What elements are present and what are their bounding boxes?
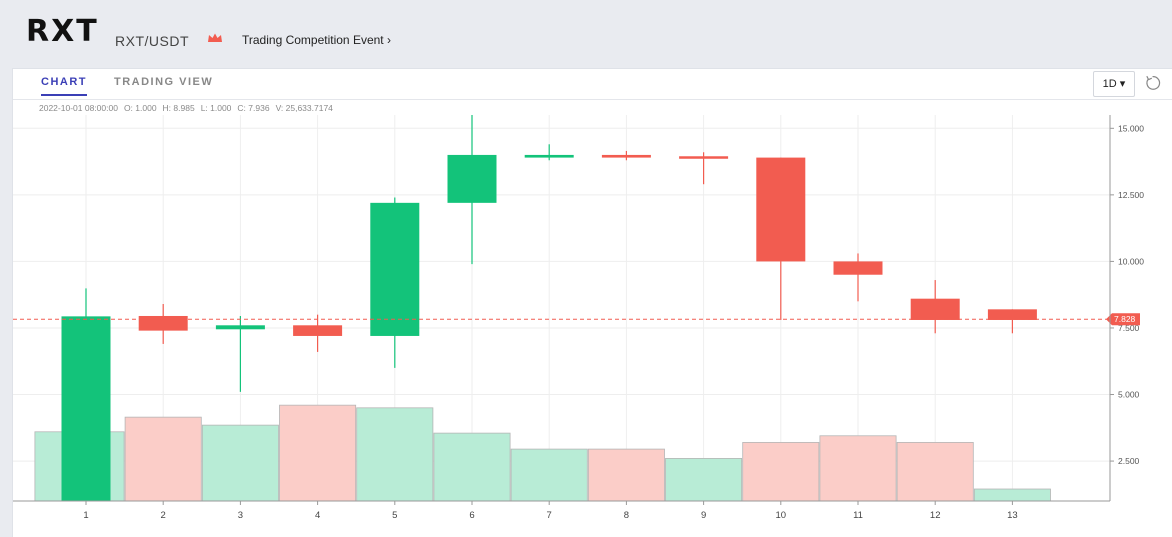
trading-pair-label: RXT/USDT bbox=[115, 33, 189, 49]
candle-body bbox=[138, 315, 188, 331]
ohlc-open: O: 1.000 bbox=[123, 103, 157, 113]
y-tick-label: 5.000 bbox=[1118, 390, 1140, 400]
x-tick-label: 2 bbox=[161, 510, 166, 521]
candle-body bbox=[293, 325, 343, 336]
candle-body bbox=[215, 325, 265, 330]
ohlc-volume: V: 25,633.7174 bbox=[275, 103, 333, 113]
x-tick-label: 4 bbox=[315, 510, 320, 521]
last-price-label: 7.828 bbox=[1114, 314, 1136, 324]
volume-bar bbox=[665, 458, 743, 502]
volume-bar bbox=[201, 424, 279, 502]
x-tick-label: 11 bbox=[853, 510, 863, 521]
x-tick-label: 3 bbox=[238, 510, 243, 521]
volume-bar bbox=[896, 442, 974, 502]
y-tick-label: 12.500 bbox=[1118, 190, 1144, 200]
x-tick-label: 1 bbox=[83, 510, 88, 521]
y-tick-label: 2.500 bbox=[1118, 456, 1140, 466]
candle-body bbox=[679, 156, 729, 159]
candle-body bbox=[447, 154, 497, 203]
last-price-tag bbox=[1106, 313, 1140, 326]
header: RXT RXT/USDT Trading Competition Event › bbox=[0, 0, 1172, 68]
x-tick-label: 6 bbox=[469, 510, 474, 521]
ohlc-close: C: 7.936 bbox=[237, 103, 270, 113]
ohlc-high: H: 8.985 bbox=[162, 103, 195, 113]
ohlc-readout: 2022-10-01 08:00:00 O: 1.000 H: 8.985 L: 1.… bbox=[39, 103, 339, 113]
volume-bar bbox=[279, 404, 357, 502]
x-tick-label: 7 bbox=[547, 510, 552, 521]
volume-bar bbox=[587, 448, 665, 502]
tab-trading-view[interactable]: TRADING VIEW bbox=[114, 76, 214, 88]
volume-bar bbox=[433, 432, 511, 502]
x-tick-label: 5 bbox=[392, 510, 397, 521]
tab-chart[interactable]: CHART bbox=[41, 76, 87, 96]
candle-body bbox=[601, 154, 651, 158]
y-tick-label: 10.000 bbox=[1118, 256, 1144, 266]
candle-body bbox=[61, 316, 111, 501]
ohlc-low: L: 1.000 bbox=[200, 103, 232, 113]
candle-body bbox=[910, 298, 960, 320]
x-tick-label: 10 bbox=[776, 510, 787, 521]
candle-body bbox=[524, 154, 574, 158]
candle-body bbox=[987, 309, 1037, 320]
candle-body bbox=[370, 202, 420, 336]
x-tick-label: 9 bbox=[701, 510, 706, 521]
y-tick-label: 15.000 bbox=[1118, 123, 1144, 133]
volume-bar bbox=[356, 407, 434, 502]
chart-panel: CHART TRADING VIEW 1D ▾ 2022-10-01 08:00… bbox=[12, 68, 1172, 537]
volume-bar bbox=[510, 448, 588, 502]
x-tick-label: 8 bbox=[624, 510, 629, 521]
volume-bar bbox=[124, 416, 202, 502]
timeframe-select[interactable]: 1D ▾ bbox=[1093, 71, 1135, 97]
x-tick-label: 13 bbox=[1007, 510, 1018, 521]
crown-icon bbox=[208, 33, 222, 42]
logo: RXT bbox=[26, 14, 99, 49]
refresh-icon[interactable] bbox=[1144, 74, 1162, 92]
candle-body bbox=[833, 261, 883, 275]
trading-competition-link[interactable]: Trading Competition Event › bbox=[242, 33, 391, 47]
ohlc-date: 2022-10-01 08:00:00 bbox=[39, 103, 118, 113]
x-tick-label: 12 bbox=[930, 510, 941, 521]
volume-bar bbox=[742, 442, 820, 502]
chart-tabs: CHART TRADING VIEW 1D ▾ bbox=[13, 69, 1172, 100]
volume-bar bbox=[973, 488, 1051, 502]
volume-bar bbox=[819, 435, 897, 502]
y-tick-label: 7.500 bbox=[1118, 323, 1140, 333]
candle-body bbox=[756, 157, 806, 262]
